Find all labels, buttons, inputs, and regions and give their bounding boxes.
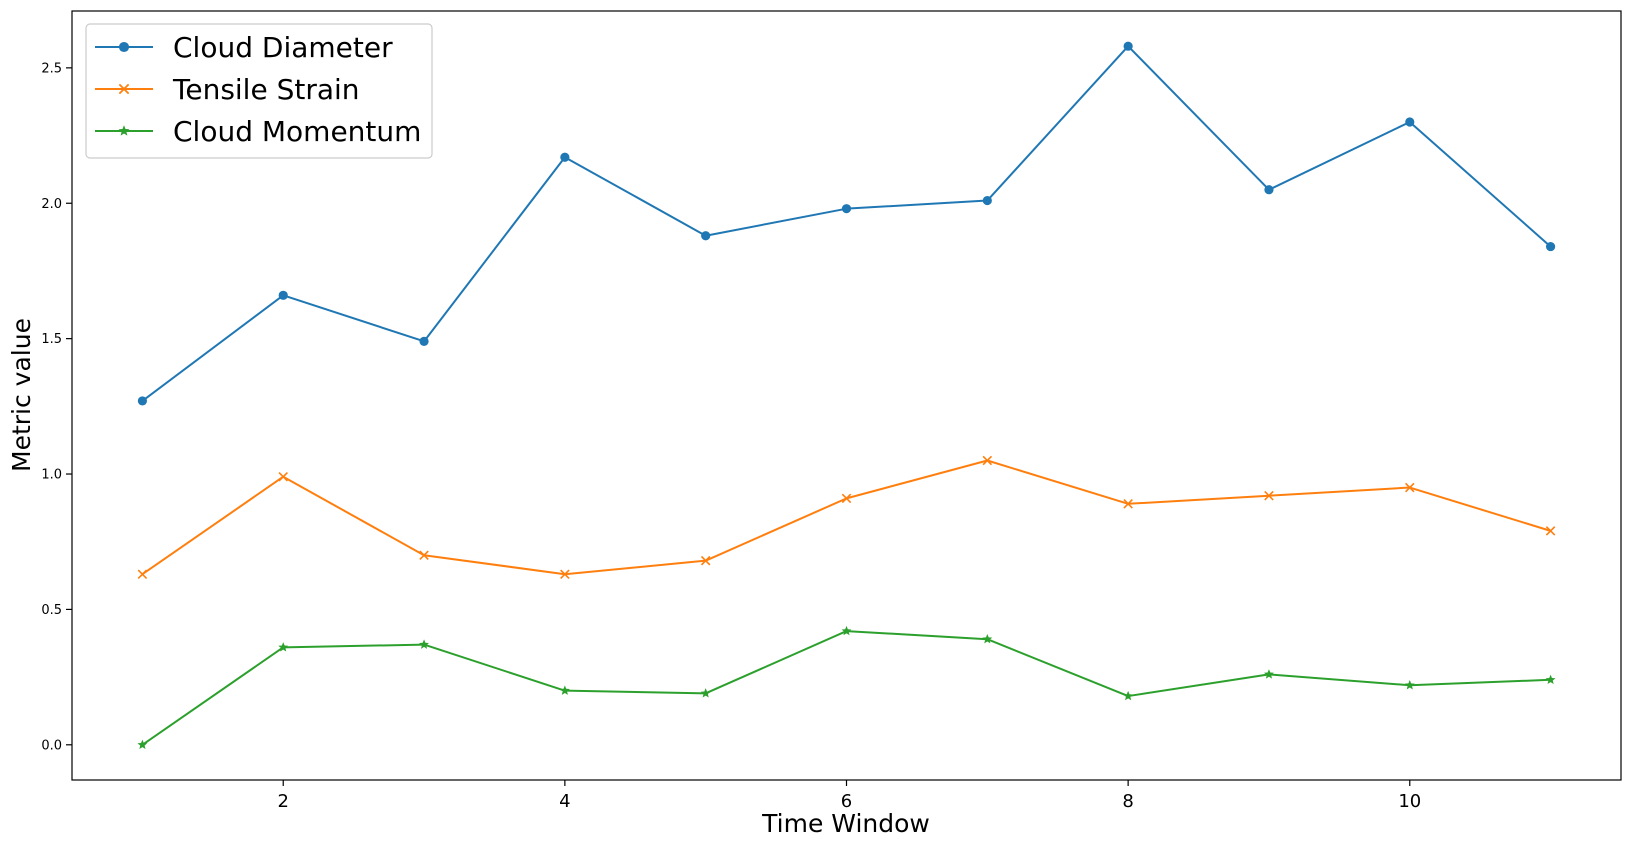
data-point [1264,669,1274,679]
data-point [1545,526,1556,536]
data-point [1123,41,1133,51]
legend-entry: Cloud Momentum [95,115,421,148]
legend-entry: Cloud Diameter [95,31,393,64]
data-point [419,550,429,561]
data-point [982,455,993,466]
data-point [1405,482,1415,493]
data-point [841,625,852,636]
y-tick-label: 1.5 [41,332,62,347]
y-axis-label: Metric value [7,318,36,472]
x-tick-label: 6 [841,791,852,812]
data-point [560,152,570,162]
data-point [278,290,288,300]
data-point [137,569,148,579]
series-2 [137,455,1556,579]
data-point [982,634,993,644]
y-axis-ticks: 0.0 0.5 1.0 1.5 2.0 2.5 [41,61,72,753]
x-tick-label: 2 [278,791,289,812]
data-point [1545,241,1556,252]
legend-marker [118,83,130,95]
y-tick-label: 1.0 [41,468,62,483]
legend-entry: Tensile Strain [95,73,360,106]
legend-label: Cloud Momentum [173,115,421,148]
data-point [419,639,429,649]
data-point [1404,680,1415,690]
data-point [701,231,711,241]
legend-marker [118,41,130,53]
x-tick-label: 10 [1398,791,1421,812]
y-tick-label: 0.5 [41,603,62,618]
data-point [559,685,570,695]
x-tick-label: 8 [1122,791,1133,812]
legend-label: Cloud Diameter [173,31,393,64]
data-point [700,688,711,698]
data-point [1264,185,1274,195]
legend-marker [118,125,130,136]
x-axis-label: Time Window [761,809,930,838]
data-point [700,555,711,566]
legend-label: Tensile Strain [172,73,360,106]
y-tick-label: 0.0 [41,738,62,753]
data-point [841,493,852,504]
series-3 [137,625,1556,750]
data-point [560,569,570,579]
data-point [278,471,288,482]
data-point [841,204,852,214]
data-point [1264,490,1274,501]
data-point [137,396,148,406]
data-point [1545,674,1556,685]
data-point [137,739,148,750]
data-point [982,195,992,206]
data-point [1123,690,1134,701]
data-point [1405,117,1415,127]
data-point [1123,499,1133,509]
series-1 [137,41,1556,406]
x-tick-label: 4 [559,791,570,812]
data-point [419,336,429,346]
data-point [278,642,289,652]
plot-layer [137,41,1556,750]
legend: Cloud Diameter Tensile Strain Cloud Moment… [85,23,433,159]
y-tick-label: 2.5 [41,61,62,76]
legend-box [85,23,433,159]
x-axis-ticks: 2 4 6 8 10 [278,780,1421,812]
y-tick-label: 2.0 [41,197,62,212]
